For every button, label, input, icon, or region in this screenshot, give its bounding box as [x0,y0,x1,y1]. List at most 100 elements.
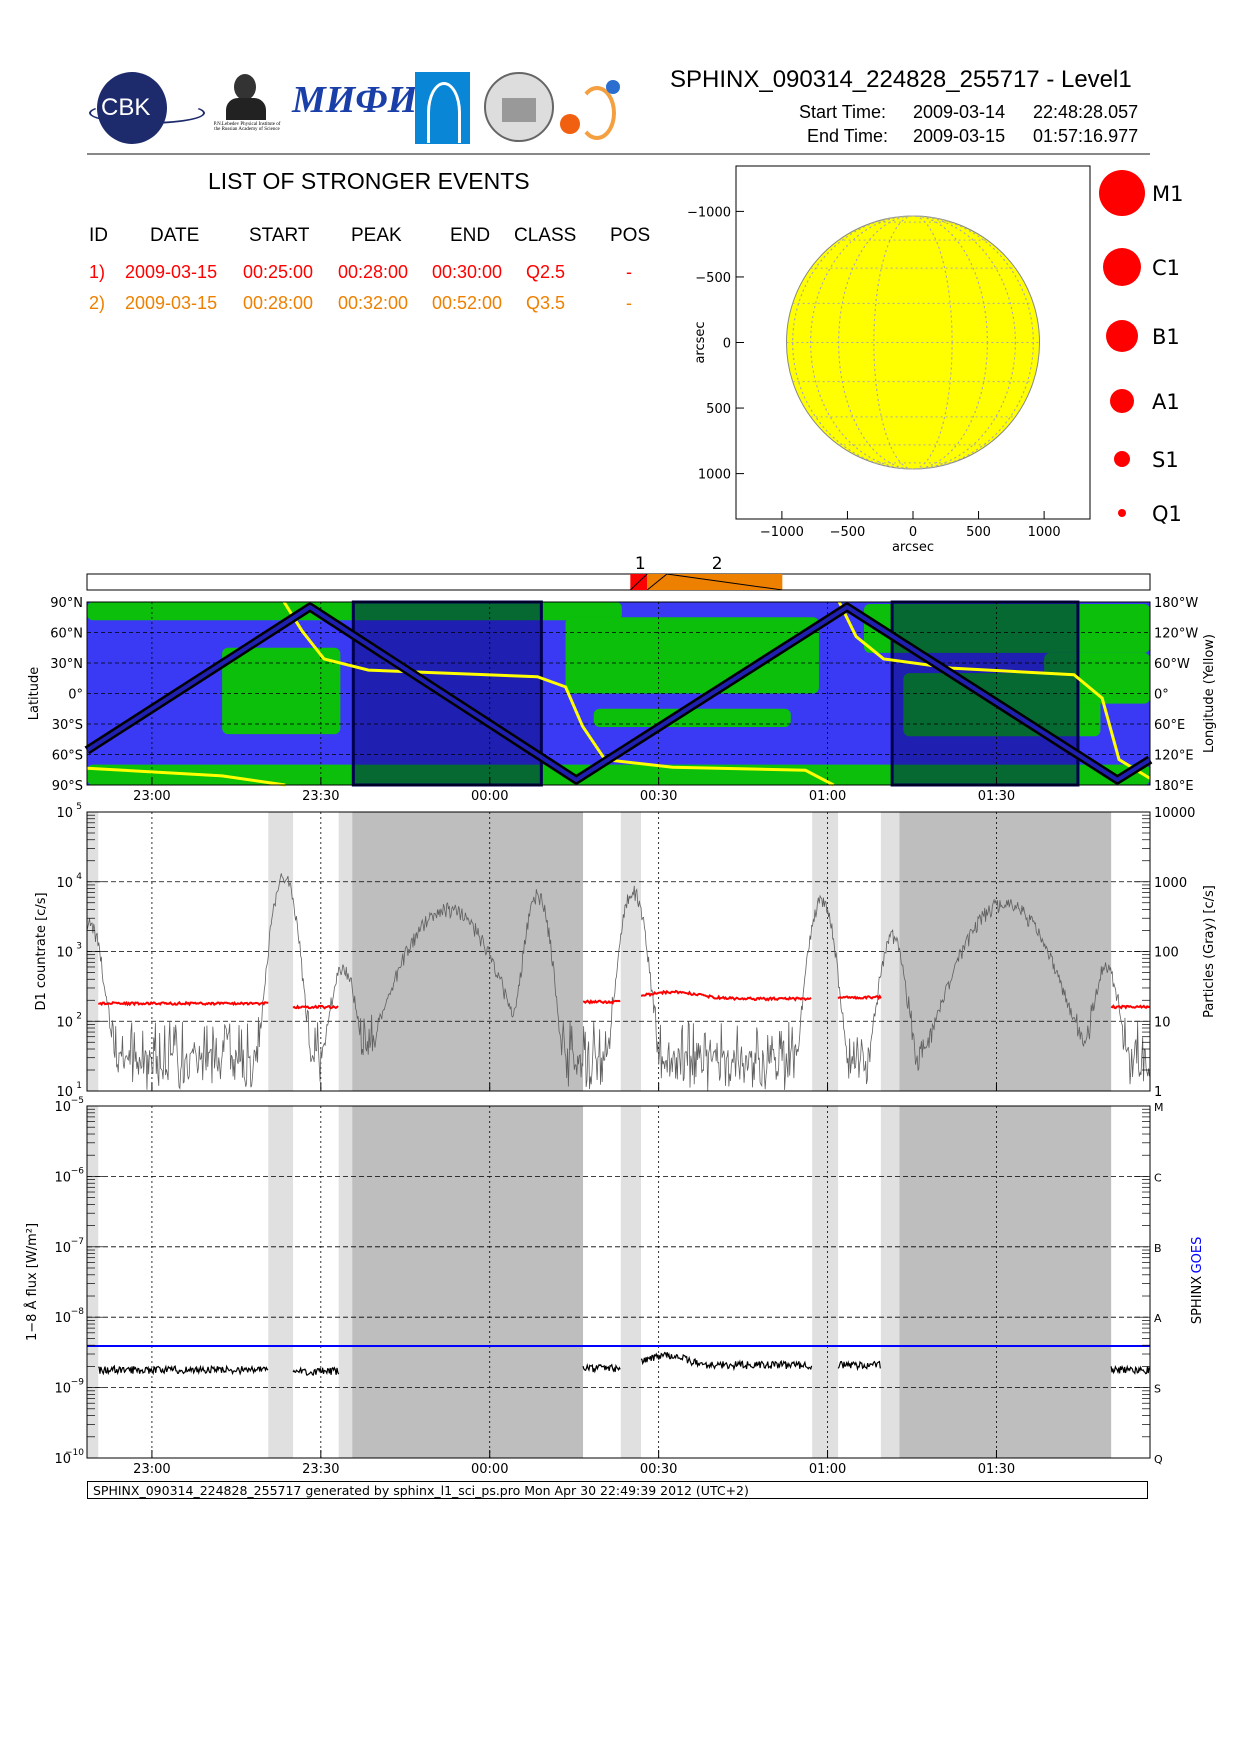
event-end: 00:52:00 [432,293,503,313]
continent [222,647,341,735]
time-tick-label: 00:00 [471,1462,508,1477]
lat-tick-label: 30°N [50,657,83,672]
sun-meridian [792,215,1034,470]
legend-label: C1 [1152,256,1180,280]
countrate-series [1110,1004,1150,1010]
flux-tick-label: 10 [54,1452,71,1467]
legend-marker [1110,389,1134,413]
flux-tick-exp: −10 [65,1448,84,1458]
longitude-track [282,601,835,787]
map-frame [86,601,1151,786]
event-marker-line [629,573,648,591]
particle-y-label: Particles (Gray) [c/s] [1202,885,1217,1018]
count-y-label: D1 countrate [c/s] [34,892,49,1010]
particle-tick-label: 10 [1154,1015,1171,1030]
col-end: END [450,225,491,246]
lat-tick-label: 60°N [50,627,83,642]
event-class: Q2.5 [526,262,566,282]
col-peak: PEAK [351,225,402,246]
flux-tick-label: 10 [54,1100,71,1115]
end-date: 2009-03-15 [913,126,1006,146]
col-pos: POS [610,225,651,246]
legend-marker [1118,509,1126,517]
longitude-track [837,601,1151,780]
shade-dark [352,1106,584,1458]
time-tick-label: 23:00 [133,789,170,804]
flux-tick-label: 10 [54,1311,71,1326]
sphinx-flux-series [98,1364,269,1376]
lon-tick-label: 0° [1154,688,1169,703]
sun-meridian [873,215,953,470]
event-date: 2009-03-15 [125,293,218,313]
footer-caption: SPHINX_090314_224828_255717 generated by… [87,1481,1148,1499]
event-start: 00:28:00 [243,293,314,313]
lat-tick-label: 0° [68,688,83,703]
count-tick-exp: 4 [76,872,82,882]
event-bar-frame [86,573,1151,591]
mifi-logo: МИФИ [292,79,418,121]
flux-y-label: 1−8 Å flux [W/m²] [24,1223,40,1341]
shade-light [87,1106,99,1458]
particle-tick-label: 10000 [1154,806,1195,821]
count-tick-label: 10 [56,806,73,821]
y-tick-label: 0 [723,337,731,352]
legend-marker [1099,170,1145,216]
time-tick-label: 01:00 [809,789,846,804]
countrate-series [582,998,621,1005]
lon-tick-label: 120°W [1154,627,1198,642]
lavochkin-logo [415,72,470,144]
time-tick-label: 01:00 [809,1462,846,1477]
lon-tick-label: 60°E [1154,718,1185,733]
particle-series [86,873,1150,1091]
legend-label: S1 [1152,448,1179,472]
count-tick-label: 10 [56,946,73,961]
y-tick-label: 1000 [698,468,731,483]
lon-tick-label: 120°E [1154,749,1194,764]
time-tick-label: 00:30 [640,789,677,804]
event-class: Q3.5 [526,293,566,313]
legend-marker [1103,248,1141,286]
university-seal-logo [484,72,554,142]
flux-tick-exp: −7 [71,1237,84,1247]
report-title: SPHINX_090314_224828_255717 - Level1 [670,66,1132,93]
lon-tick-label: 180°E [1154,779,1194,794]
event-id: 1) [89,262,106,282]
x-tick-label: 0 [909,525,917,540]
event-start: 00:25:00 [243,262,314,282]
lat-tick-label: 90°S [52,779,83,794]
goes-legend: GOES [1190,1237,1205,1274]
sphinx-flux-series [1110,1364,1150,1375]
goes-class-label: C [1154,1171,1162,1184]
time-tick-label: 23:30 [302,789,339,804]
col-date: DATE [150,225,200,246]
flux-tick-label: 10 [54,1241,71,1256]
count-tick-label: 10 [56,1015,73,1030]
event-bar-label: 1 [635,554,646,574]
lon-tick-label: 180°W [1154,596,1198,611]
flux-tick-exp: −5 [71,1096,84,1106]
flux-tick-exp: −9 [71,1378,85,1388]
shade-light [620,1106,642,1458]
col-class: CLASS [514,225,577,246]
count-tick-label: 10 [56,876,73,891]
count-tick-exp: 3 [76,942,82,952]
legend-label: Q1 [1152,502,1182,526]
start-time-label: Start Time: [799,102,887,122]
event-pos: - [626,262,632,282]
continent [1044,652,1150,704]
flux-frame [86,1105,1151,1459]
countrate-series [292,1004,339,1010]
event-end: 00:30:00 [432,262,503,282]
shade-light [880,1106,900,1458]
y-tick-label: −500 [695,271,731,286]
event-peak: 00:32:00 [338,293,409,313]
sphinx-flux-series [292,1366,340,1376]
particle-tick-label: 1 [1154,1085,1162,1100]
sphinx-flux-series [837,1360,881,1372]
goes-class-label: M [1154,1101,1164,1114]
flux-tick-exp: −8 [71,1307,85,1317]
goes-class-label: A [1154,1312,1162,1325]
cbk-logo: CBK [89,72,205,144]
